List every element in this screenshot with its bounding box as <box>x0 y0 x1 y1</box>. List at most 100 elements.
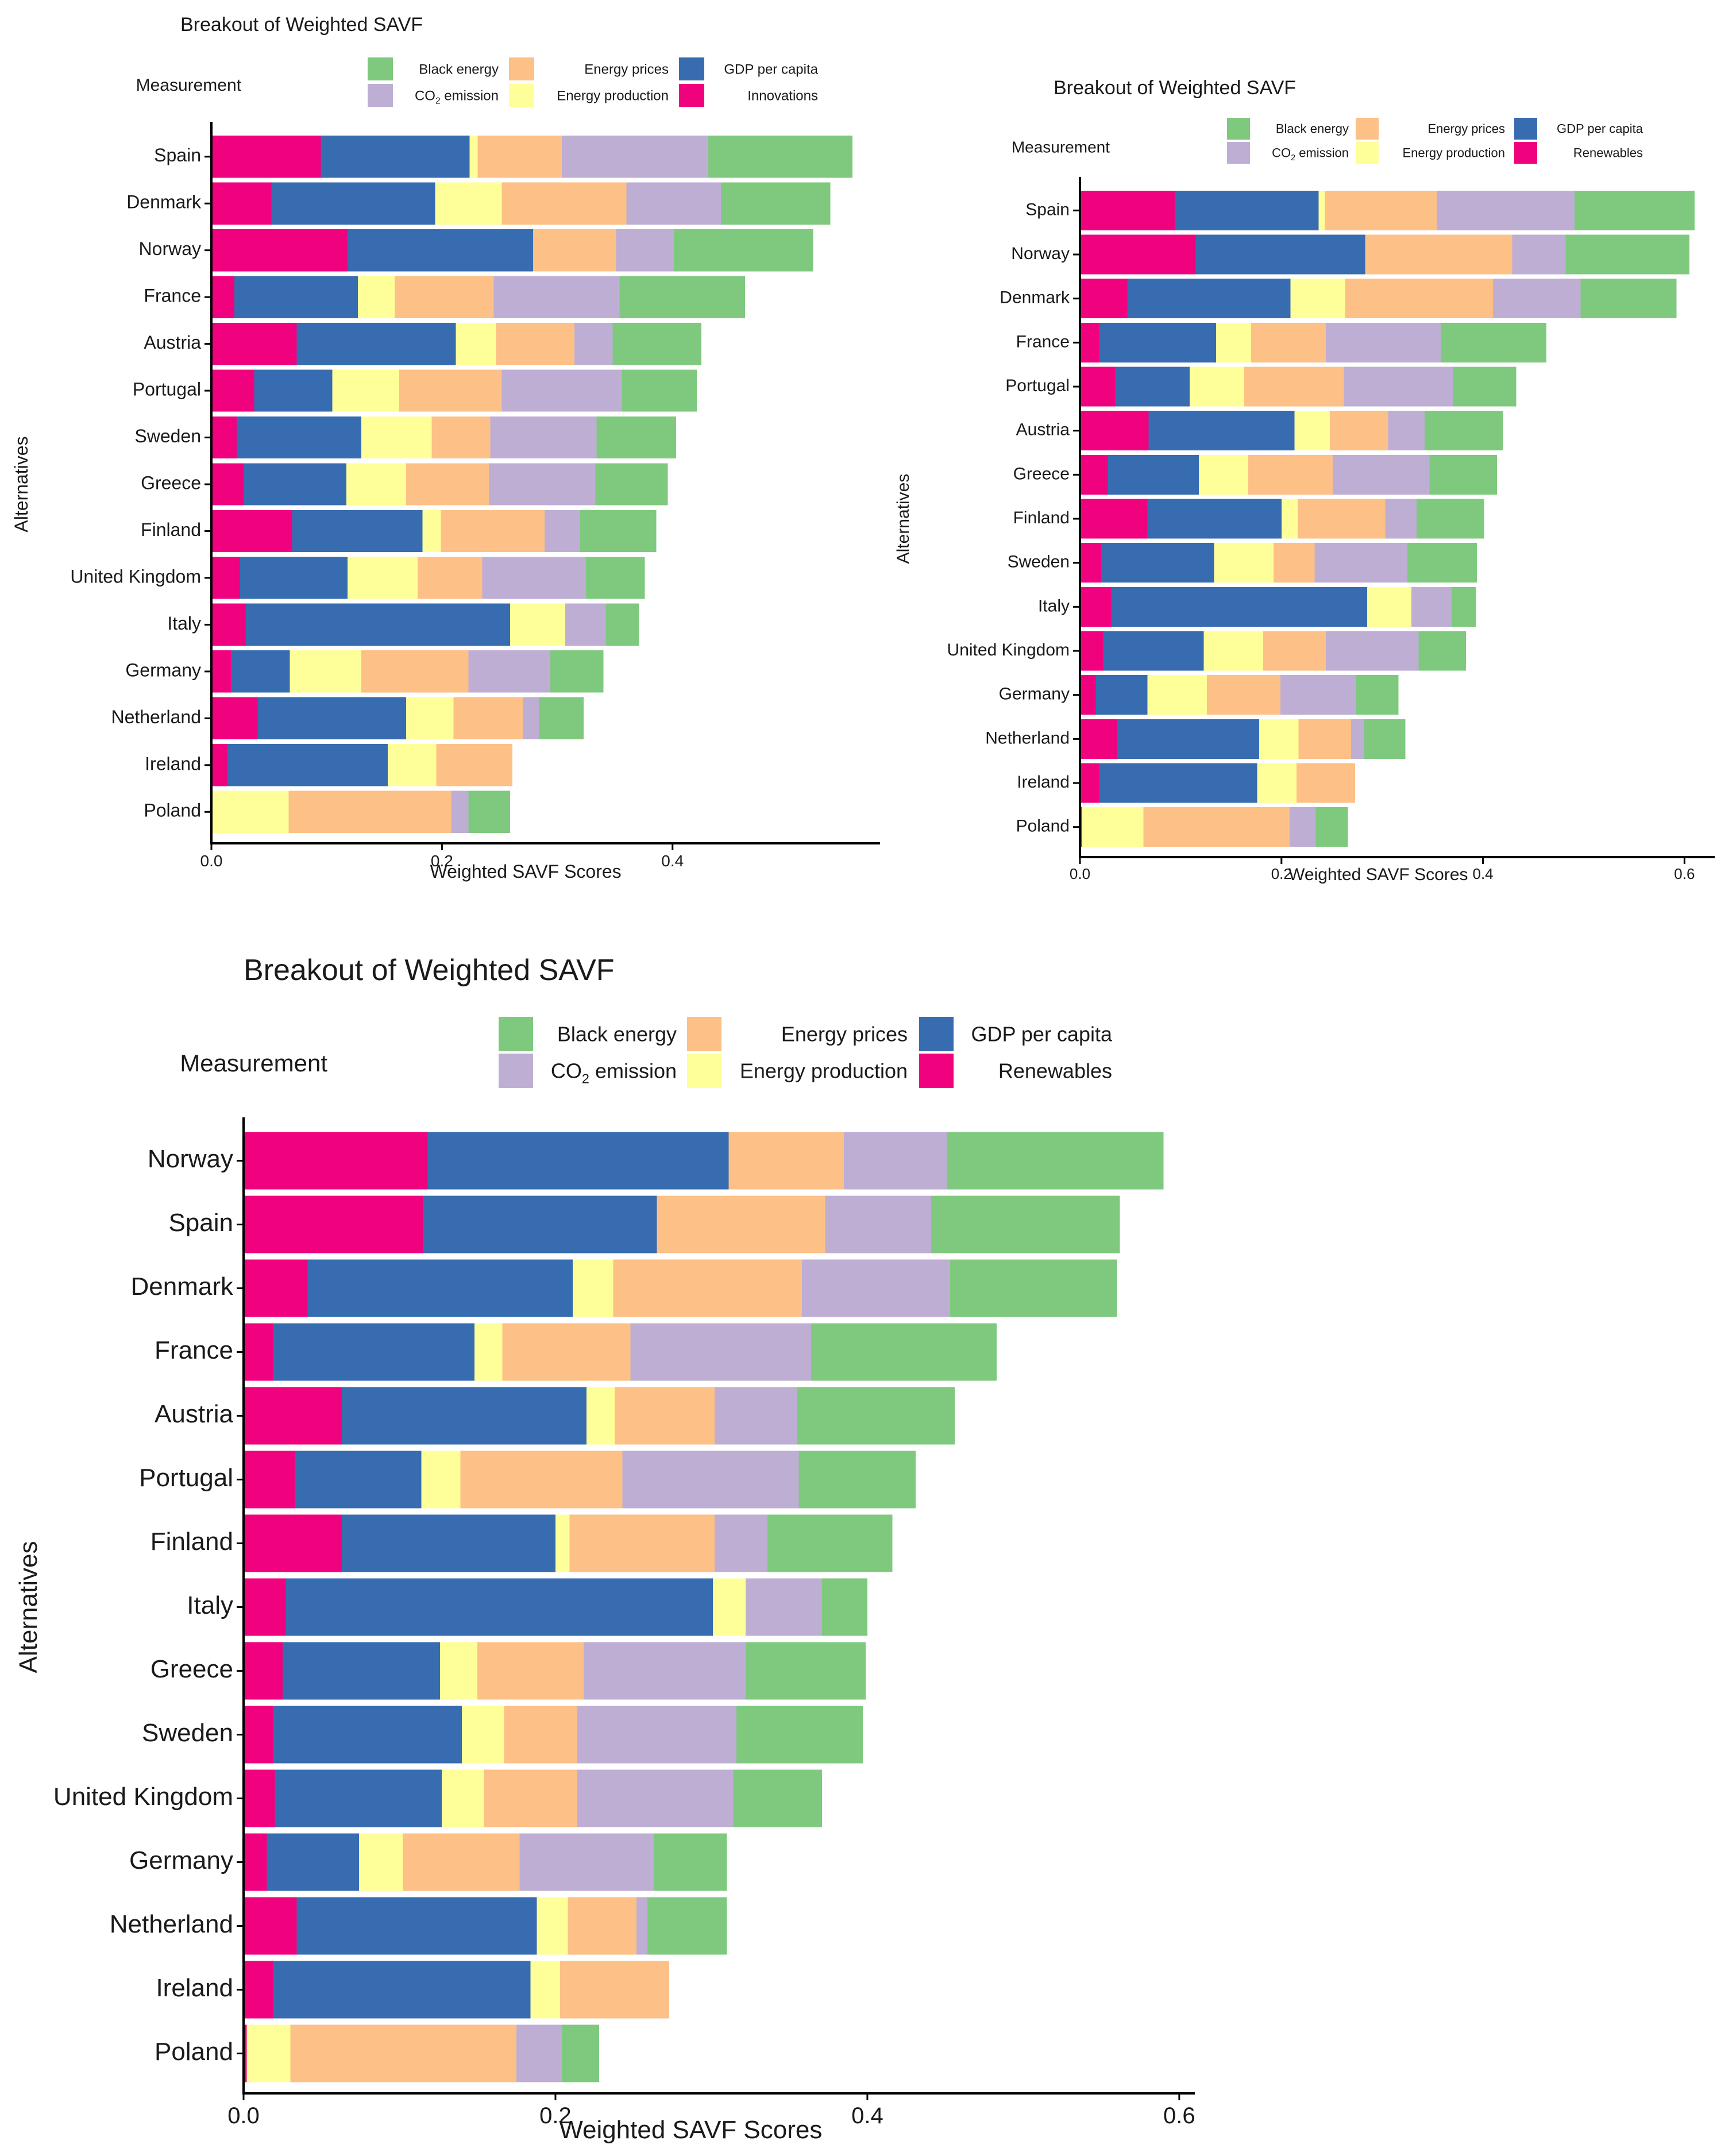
bar-portugal-energy-prices <box>460 1451 623 1509</box>
bar-greece-co2-emission <box>1333 454 1430 495</box>
bar-norway-co2-emission <box>844 1132 947 1190</box>
bar-portugal-co2-emission <box>622 1451 799 1509</box>
bar-netherland-energy-production <box>537 1897 568 1955</box>
bar-denmark-co2-emission <box>801 1259 950 1317</box>
bar-united-kingdom-renewables <box>1080 631 1103 671</box>
bar-france-energy-prices <box>395 276 494 318</box>
chart-title: Breakout of Weighted SAVF <box>180 14 423 36</box>
bar-netherland-co2-emission <box>522 697 539 739</box>
legend-swatch-renewables <box>1514 142 1537 164</box>
bar-spain-renewables <box>1080 190 1175 230</box>
bar-poland-black-energy <box>1315 807 1348 847</box>
bar-ireland-renewables <box>1080 763 1099 803</box>
bar-norway-black-energy <box>673 229 813 272</box>
bar-germany-black-energy <box>1356 675 1399 715</box>
legend-swatch-gdp-per-capita <box>1514 118 1537 140</box>
bar-austria-energy-production <box>1294 411 1330 451</box>
bar-portugal-black-energy <box>1452 367 1517 407</box>
bar-finland-innovations <box>211 510 292 553</box>
bar-sweden-co2-emission <box>1314 543 1408 583</box>
bar-denmark-energy-production <box>1290 279 1345 319</box>
bar-sweden-energy-production <box>361 416 432 459</box>
bar-portugal-black-energy <box>622 369 697 412</box>
bar-denmark-renewables <box>1080 279 1128 319</box>
bar-france-renewables <box>244 1323 273 1381</box>
legend-swatch-co2-emission <box>368 84 393 107</box>
bar-greece-black-energy <box>746 1642 866 1700</box>
bar-netherland-energy-prices <box>568 1897 637 1955</box>
bar-germany-renewables <box>244 1833 267 1891</box>
bar-united-kingdom-gdp-per-capita <box>240 557 348 599</box>
bar-spain-energy-prices <box>477 136 562 178</box>
bar-austria-energy-prices <box>1329 411 1388 451</box>
bar-netherland-black-energy <box>538 697 584 739</box>
category-label-germany: Germany <box>125 659 201 680</box>
bar-greece-black-energy <box>1429 454 1498 495</box>
bar-france-energy-production <box>474 1323 503 1381</box>
category-label-ireland: Ireland <box>1017 773 1070 792</box>
bar-greece-energy-prices <box>477 1642 584 1700</box>
bar-france-co2-emission <box>493 276 620 318</box>
bar-austria-energy-production <box>456 322 496 365</box>
bar-italy-black-energy <box>1452 587 1476 627</box>
bar-poland-co2-emission <box>451 790 469 833</box>
bar-ireland-energy-prices <box>436 744 512 786</box>
category-label-france: France <box>155 1336 233 1364</box>
bar-italy-gdp-per-capita <box>246 603 510 646</box>
bar-finland-energy-production <box>1281 499 1298 539</box>
category-label-italy: Italy <box>167 613 201 634</box>
legend-title: Measurement <box>1012 138 1110 156</box>
bar-greece-co2-emission <box>489 463 596 506</box>
bar-austria-energy-production <box>587 1387 615 1445</box>
bar-united-kingdom-energy-production <box>1203 631 1264 671</box>
bar-finland-co2-emission <box>544 510 581 553</box>
category-label-poland: Poland <box>144 800 201 821</box>
bar-finland-co2-emission <box>1385 499 1417 539</box>
bar-netherland-energy-production <box>1259 719 1299 759</box>
bar-norway-black-energy <box>947 1132 1164 1190</box>
bar-portugal-black-energy <box>798 1451 916 1509</box>
bar-greece-renewables <box>1080 454 1109 495</box>
bar-poland-energy-prices <box>290 2024 517 2082</box>
bar-germany-co2-emission <box>1280 675 1356 715</box>
bar-united-kingdom-co2-emission <box>482 557 587 599</box>
legend-label-energy-prices: Energy prices <box>584 61 669 77</box>
bar-united-kingdom-innovations <box>211 557 241 599</box>
category-label-austria: Austria <box>144 332 201 353</box>
bar-poland-energy-prices <box>288 790 452 833</box>
legend-label-gdp-per-capita: GDP per capita <box>1557 122 1643 136</box>
bar-ireland-energy-production <box>530 1961 561 2019</box>
category-label-norway: Norway <box>139 238 201 259</box>
legend-swatch-energy-prices <box>1356 118 1379 140</box>
bar-portugal-renewables <box>244 1451 295 1509</box>
bar-germany-gdp-per-capita <box>267 1833 359 1891</box>
category-label-portugal: Portugal <box>139 1464 233 1492</box>
category-label-netherland: Netherland <box>111 707 201 727</box>
bar-portugal-innovations <box>211 369 254 412</box>
bar-france-energy-production <box>1216 322 1252 362</box>
bar-portugal-gdp-per-capita <box>1115 367 1190 407</box>
bar-spain-co2-emission <box>1436 190 1575 230</box>
bar-ireland-energy-prices <box>1297 763 1355 803</box>
bar-ireland-gdp-per-capita <box>1099 763 1257 803</box>
bar-greece-energy-production <box>1198 454 1248 495</box>
legend-swatch-gdp-per-capita <box>679 57 704 80</box>
bar-austria-energy-prices <box>615 1387 715 1445</box>
bar-portugal-energy-production <box>332 369 400 412</box>
bar-france-co2-emission <box>1325 322 1441 362</box>
y-axis-title: Alternatives <box>894 474 913 564</box>
bar-austria-renewables <box>1080 411 1149 451</box>
bar-united-kingdom-gdp-per-capita <box>275 1769 442 1827</box>
bar-norway-energy-prices <box>1365 234 1512 275</box>
bar-united-kingdom-energy-prices <box>1263 631 1326 671</box>
bar-germany-energy-prices <box>1207 675 1281 715</box>
bar-poland-energy-production <box>1082 807 1144 847</box>
bar-united-kingdom-energy-prices <box>418 557 483 599</box>
chart-title: Breakout of Weighted SAVF <box>1054 77 1296 99</box>
bar-germany-innovations <box>211 650 231 693</box>
legend-label-gdp-per-capita: GDP per capita <box>724 61 818 77</box>
bar-denmark-black-energy <box>950 1259 1117 1317</box>
bar-portugal-gdp-per-capita <box>295 1451 422 1509</box>
bar-germany-energy-production <box>290 650 361 693</box>
bar-united-kingdom-renewables <box>244 1769 275 1827</box>
